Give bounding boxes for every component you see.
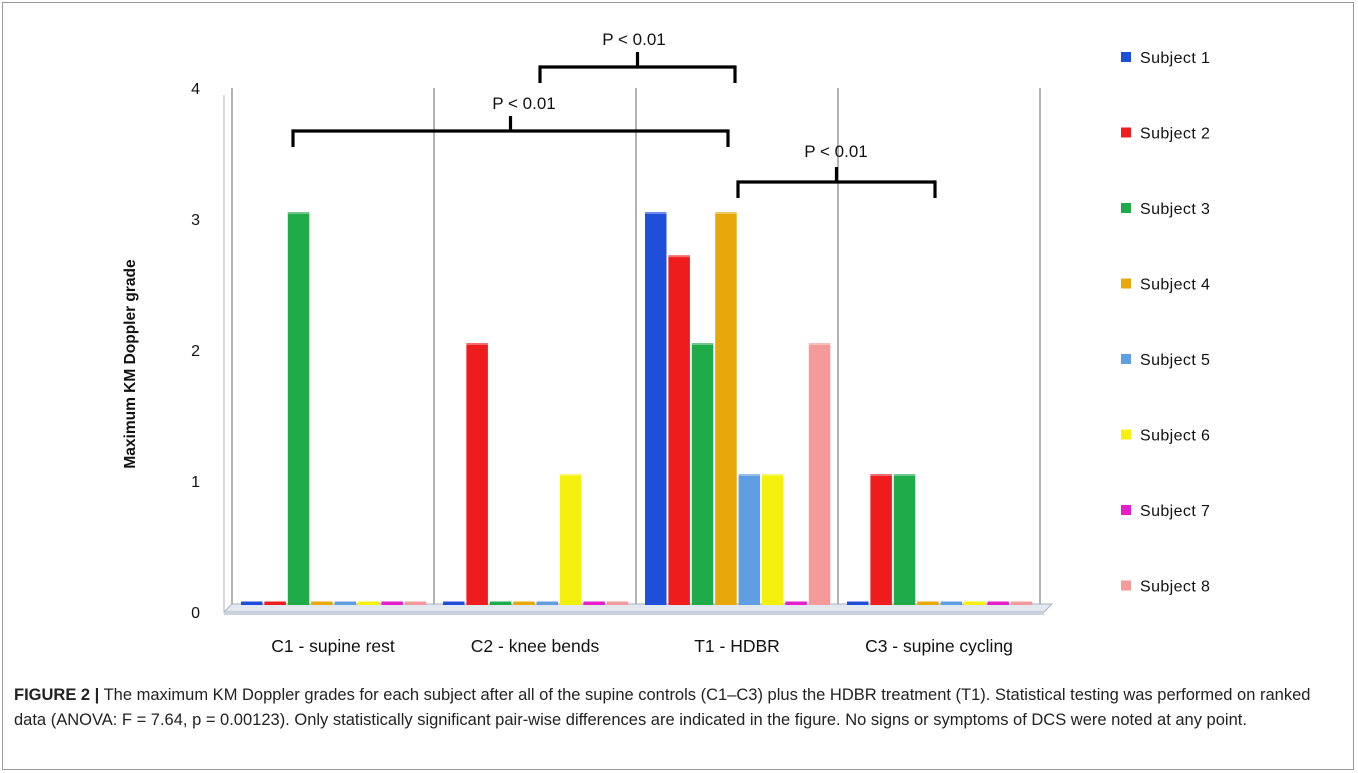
y-tick-label: 4	[191, 81, 200, 98]
bar-highlight	[287, 212, 310, 214]
bar	[668, 255, 690, 606]
legend-label: Subject 2	[1140, 126, 1210, 143]
chart-panels	[222, 88, 1054, 615]
significance-label: P < 0.01	[602, 30, 666, 49]
bar	[241, 601, 263, 605]
bar	[513, 601, 535, 605]
legend-item: Subject 8	[1121, 579, 1210, 596]
bar	[489, 601, 512, 605]
legend-item: Subject 7	[1121, 503, 1210, 520]
significance-bracket: P < 0.01	[291, 94, 730, 147]
legend-item: Subject 3	[1121, 201, 1210, 218]
bar	[1010, 601, 1033, 605]
figure-caption: FIGURE 2 | The maximum KM Doppler grades…	[14, 683, 1334, 733]
bar-highlight	[762, 474, 784, 476]
bar-highlight	[808, 343, 831, 345]
bar-chart: 0 1 2 3 4 C1 - supine rest C2 - knee bends T1 -…	[122, 30, 1210, 656]
legend-label: Subject 3	[1140, 201, 1210, 218]
bar	[785, 601, 807, 605]
significance-label: P < 0.01	[804, 142, 868, 161]
bar	[358, 601, 380, 605]
chart-bars	[241, 212, 1033, 606]
y-tick-label: 3	[191, 212, 200, 229]
chart-floor	[222, 603, 1054, 613]
bar	[917, 601, 939, 605]
legend-swatch	[1121, 52, 1131, 62]
legend-item: Subject 6	[1121, 428, 1210, 445]
bar-highlight	[893, 474, 916, 476]
bar	[964, 601, 986, 605]
bar	[560, 474, 582, 605]
bar	[738, 474, 761, 605]
legend-label: Subject 1	[1140, 50, 1210, 67]
bar	[264, 601, 286, 605]
legend-label: Subject 4	[1140, 277, 1210, 294]
x-tick-label: T1 - HDBR	[694, 636, 780, 656]
legend-item: Subject 5	[1121, 352, 1210, 369]
bar	[536, 601, 559, 605]
bar	[645, 212, 667, 605]
y-tick-label: 1	[191, 474, 200, 491]
figure-label: FIGURE 2 |	[14, 686, 100, 704]
bar	[404, 601, 427, 605]
bar-highlight	[466, 343, 488, 345]
bar-highlight	[560, 474, 582, 476]
bar	[715, 212, 737, 605]
chart-axes: 0 1 2 3 4 C1 - supine rest C2 - knee bends T1 -…	[191, 81, 1013, 656]
x-tick-label: C1 - supine rest	[271, 636, 395, 656]
bar	[691, 343, 714, 605]
legend-item: Subject 1	[1121, 50, 1210, 67]
x-tick-label: C2 - knee bends	[471, 636, 600, 656]
bar	[847, 601, 869, 605]
bar	[311, 601, 333, 605]
bar	[287, 212, 310, 605]
bar-highlight	[645, 212, 667, 214]
significance-brackets: P < 0.01 P < 0.01 P < 0.01	[291, 30, 937, 198]
bar	[381, 601, 403, 605]
legend-swatch	[1121, 203, 1131, 213]
y-tick-label: 0	[191, 605, 200, 622]
bar	[443, 601, 465, 605]
bar	[466, 343, 488, 605]
bar-highlight	[668, 255, 690, 258]
bar	[583, 601, 605, 605]
significance-bracket: P < 0.01	[736, 142, 937, 198]
bar	[334, 601, 357, 605]
bar	[762, 474, 784, 605]
legend-label: Subject 6	[1140, 428, 1210, 445]
bar	[893, 474, 916, 605]
bar-highlight	[715, 212, 737, 214]
bar-highlight	[870, 474, 892, 476]
legend-item: Subject 2	[1121, 126, 1210, 143]
y-axis-label: Maximum KM Doppler grade	[122, 259, 139, 469]
legend-swatch	[1121, 580, 1131, 591]
chart-floor-edge	[224, 612, 1044, 615]
chart-legend: Subject 1 Subject 2 Subject 3 Subject 4 Subj…	[1121, 50, 1210, 596]
bar	[940, 601, 963, 605]
legend-swatch	[1121, 429, 1131, 440]
legend-label: Subject 8	[1140, 579, 1210, 596]
bar	[870, 474, 892, 605]
bar	[606, 601, 629, 605]
legend-label: Subject 7	[1140, 503, 1210, 520]
bar-highlight	[738, 474, 761, 476]
legend-swatch	[1121, 278, 1131, 289]
legend-swatch	[1121, 127, 1131, 138]
bar	[987, 601, 1009, 605]
significance-label: P < 0.01	[492, 94, 556, 113]
y-tick-label: 2	[191, 343, 200, 360]
x-tick-label: C3 - supine cycling	[865, 636, 1013, 656]
legend-swatch	[1121, 505, 1131, 515]
legend-swatch	[1121, 354, 1131, 364]
legend-label: Subject 5	[1140, 352, 1210, 369]
bar	[808, 343, 831, 605]
caption-text: The maximum KM Doppler grades for each s…	[14, 686, 1311, 729]
significance-bracket: P < 0.01	[538, 30, 737, 83]
bar-highlight	[691, 343, 714, 345]
legend-item: Subject 4	[1121, 277, 1210, 294]
